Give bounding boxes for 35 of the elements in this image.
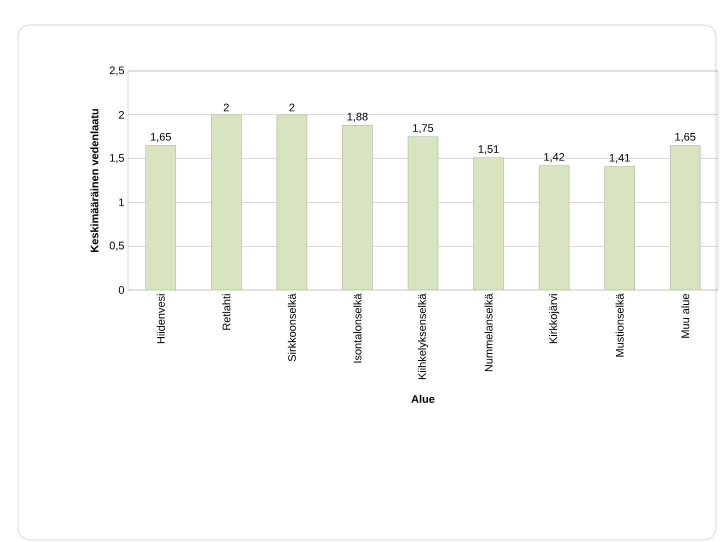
x-tick-label: Sirkkoonselkä — [288, 294, 296, 362]
bar — [146, 145, 176, 290]
data-label: 1,51 — [478, 145, 499, 154]
y-tick-label: 2 — [118, 110, 124, 119]
data-label: 1,88 — [348, 112, 368, 122]
bar — [276, 114, 308, 290]
bar — [211, 114, 242, 290]
x-tick-label: Isontalonselkä — [353, 294, 362, 363]
x-tick-label: Hiidenvesi — [156, 294, 165, 344]
x-tick-label: Mustionselkä — [616, 294, 624, 357]
y-tick-label: 1,5 — [110, 154, 124, 164]
data-label: 2 — [289, 104, 294, 112]
x-tick-label: Retlahti — [222, 294, 230, 330]
data-label: 1,41 — [610, 154, 630, 163]
bar — [670, 145, 700, 290]
bar — [342, 125, 373, 290]
x-tick-label: Kirkkojärvi — [549, 294, 560, 344]
data-label: 1,65 — [150, 132, 171, 142]
bar — [604, 166, 635, 290]
y-tick-label: 1 — [119, 198, 124, 206]
data-label: 1,65 — [675, 132, 696, 142]
data-label: 2 — [224, 104, 229, 112]
y-tick-label: 2,5 — [110, 66, 124, 76]
x-tick-label: Kiihkelyksenselkä — [418, 294, 428, 380]
x-tick-label: Muu alue — [681, 294, 690, 338]
data-label: 1,75 — [413, 124, 434, 134]
y-tick-label: 0 — [118, 286, 124, 294]
bar — [473, 158, 504, 290]
y-axis-title: Keskimääräinen vedenlaatu — [90, 109, 98, 252]
y-tick-label: 0,5 — [110, 242, 124, 251]
x-tick-label: Nummelanselkä — [484, 294, 493, 372]
data-label: 1,42 — [544, 153, 564, 162]
x-axis-title: Alue — [411, 394, 434, 403]
bar — [408, 136, 438, 290]
bar — [538, 165, 570, 290]
